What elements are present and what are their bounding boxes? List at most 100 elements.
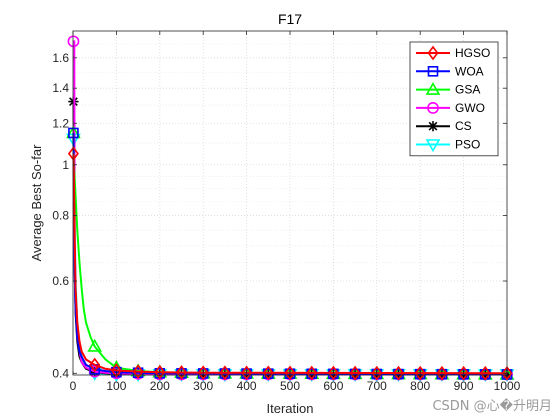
marker-shape <box>154 364 166 380</box>
marker-shape <box>414 365 426 381</box>
marker-shape <box>241 365 253 381</box>
legend-marker-gwo <box>427 102 439 114</box>
marker-shape <box>501 365 513 381</box>
data-point-hgso <box>132 364 144 379</box>
marker-shape <box>132 364 144 379</box>
data-point-hgso <box>241 365 253 381</box>
y-tick-label: 1 <box>62 158 69 172</box>
marker-shape <box>110 363 122 378</box>
marker-shape <box>262 365 274 381</box>
x-axis-label: Iteration <box>267 401 314 416</box>
data-point-hgso <box>154 364 166 380</box>
data-point-hgso <box>89 357 101 373</box>
x-tick-label: 900 <box>454 379 474 393</box>
data-point-woa <box>68 127 79 139</box>
data-point-hgso <box>110 363 122 378</box>
y-tick-label: 0.6 <box>52 274 69 288</box>
data-point-hgso <box>414 365 426 381</box>
x-tick-label: 100 <box>106 379 126 393</box>
marker-shape <box>427 102 439 114</box>
chart-title: F17 <box>278 11 302 27</box>
marker-shape <box>327 365 339 381</box>
data-point-hgso <box>458 365 470 381</box>
x-tick-label: 500 <box>280 379 300 393</box>
y-tick-label: 0.4 <box>52 366 69 380</box>
x-tick-label: 800 <box>410 379 430 393</box>
marker-shape <box>219 365 231 381</box>
marker-shape <box>89 357 101 373</box>
data-point-hgso <box>67 146 79 161</box>
legend-label-hgso: HGSO <box>455 46 490 60</box>
data-point-hgso <box>371 365 383 381</box>
legend-label-pso: PSO <box>455 138 480 152</box>
data-point-hgso <box>176 365 187 380</box>
legend-item-pso: PSO <box>416 138 480 153</box>
watermark: CSDN @心�升明月 <box>432 399 552 414</box>
marker-shape <box>176 365 187 380</box>
legend-marker-cs <box>427 121 439 132</box>
y-tick-label: 1.6 <box>52 51 69 65</box>
legend-item-cs: CS <box>416 119 472 133</box>
y-tick-label: 0.8 <box>52 209 69 223</box>
marker-shape <box>87 338 103 352</box>
marker-shape <box>393 365 404 381</box>
data-point-hgso <box>393 365 404 381</box>
data-point-hgso <box>219 365 231 381</box>
legend-label-woa: WOA <box>455 64 484 78</box>
data-point-hgso <box>349 365 361 381</box>
x-tick-label: 300 <box>193 379 213 393</box>
x-tick-label: 200 <box>150 379 170 393</box>
legend-marker-pso <box>425 139 441 153</box>
data-point-hgso <box>327 365 339 381</box>
legend-box <box>409 41 499 157</box>
marker-shape <box>284 365 296 381</box>
legend-item-gsa: GSA <box>416 81 480 97</box>
legend-item-woa: WOA <box>416 64 484 78</box>
y-axis-label: Average Best So-far <box>29 144 44 261</box>
marker-shape <box>371 365 383 381</box>
legend-label-gsa: GSA <box>455 83 480 97</box>
marker-shape <box>67 35 80 48</box>
marker-shape <box>306 365 318 381</box>
marker-shape <box>68 127 79 139</box>
data-point-hgso <box>262 365 274 381</box>
series-hgso <box>67 146 513 381</box>
legend-item-gwo: GWO <box>416 101 485 115</box>
data-point-hgso <box>284 365 296 381</box>
marker-shape <box>349 365 361 381</box>
y-tick-label: 1.4 <box>52 81 69 95</box>
legend-label-gwo: GWO <box>455 101 485 115</box>
series-layer <box>66 35 515 383</box>
marker-shape <box>479 365 491 381</box>
x-tick-label: 700 <box>367 379 387 393</box>
x-tick-label: 600 <box>323 379 343 393</box>
series-line-hgso <box>72 153 508 375</box>
marker-shape <box>458 365 470 381</box>
legend-item-hgso: HGSO <box>416 45 490 61</box>
data-point-hgso <box>306 365 318 381</box>
ticks: 0 100 200 300 400 500 600 700 800 900 1000 0.4 0.6 0.… <box>52 31 521 393</box>
marker-shape <box>197 365 209 381</box>
x-tick-label: 400 <box>237 379 257 393</box>
x-tick-label: 0 <box>70 379 77 393</box>
x-tick-label: 1000 <box>494 379 521 393</box>
marker-shape <box>436 365 448 381</box>
marker-shape <box>425 81 441 95</box>
data-point-hgso <box>436 365 448 381</box>
marker-shape <box>427 45 439 61</box>
grid <box>73 31 507 375</box>
marker-shape <box>425 139 441 153</box>
y-tick-label: 1.2 <box>52 116 69 130</box>
data-point-gsa <box>87 338 103 352</box>
legend: HGSO WOA GSA GWO CS PSO <box>409 41 499 157</box>
legend-marker-hgso <box>427 45 439 61</box>
legend-marker-woa <box>427 66 439 77</box>
legend-label-cs: CS <box>455 119 472 133</box>
marker-shape <box>67 146 79 161</box>
marker-stroke <box>428 121 438 131</box>
data-point-hgso <box>501 365 513 381</box>
data-point-hgso <box>479 365 491 381</box>
legend-marker-gsa <box>425 81 441 95</box>
data-point-hgso <box>197 365 209 381</box>
